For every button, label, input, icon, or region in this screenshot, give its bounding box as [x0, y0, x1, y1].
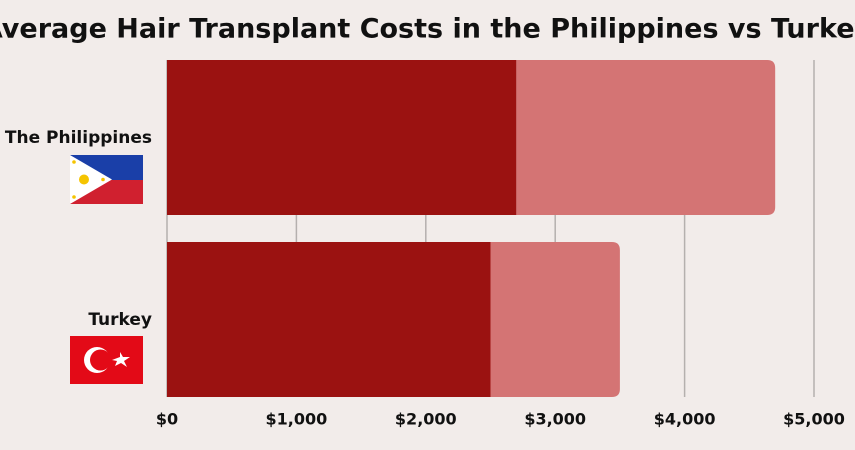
x-tick-label: $0: [156, 410, 178, 429]
flag-turkey: [70, 336, 143, 384]
x-tick-label: $2,000: [395, 410, 457, 429]
x-tick-label: $3,000: [524, 410, 586, 429]
bar-segment: [516, 60, 776, 215]
flag-philippines: [70, 155, 143, 204]
chart-title: Average Hair Transplant Costs in the Phi…: [0, 14, 855, 45]
category-label: Turkey: [88, 310, 152, 330]
bar-segment: [167, 242, 491, 397]
bar-segment: [167, 60, 517, 215]
x-tick-label: $4,000: [654, 410, 716, 429]
bar-segment: [490, 242, 620, 397]
x-tick-label: $5,000: [783, 410, 845, 429]
category-label: The Philippines: [5, 128, 152, 148]
x-tick-label: $1,000: [266, 410, 328, 429]
